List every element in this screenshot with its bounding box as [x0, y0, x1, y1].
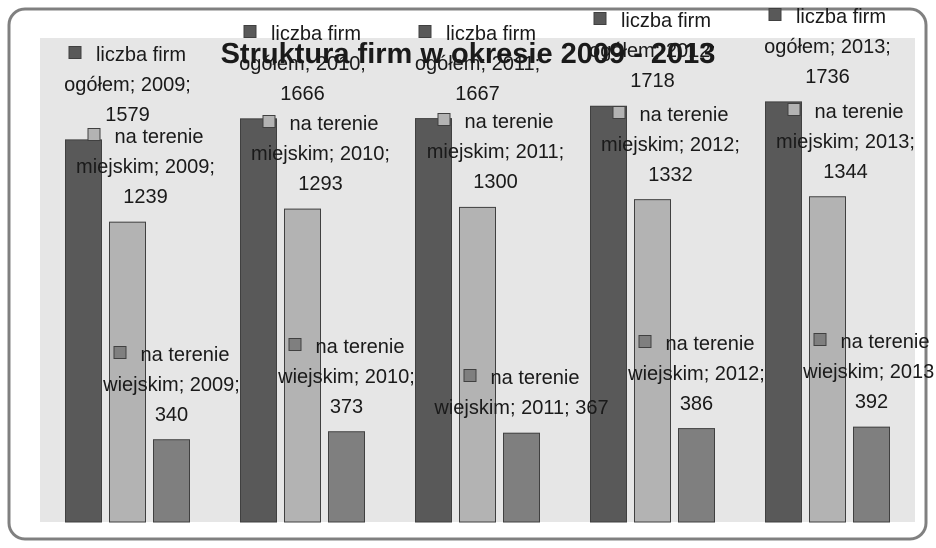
bar [634, 199, 671, 523]
label-text: liczba firm ogółem; 2013; 1736 [764, 5, 891, 88]
bar [153, 439, 190, 523]
bar [765, 101, 802, 523]
bar [590, 105, 627, 523]
data-label: na terenie miejskim; 2010; 1293 [233, 109, 408, 199]
bar [284, 208, 321, 523]
label-key [68, 45, 82, 59]
data-label: na terenie miejskim; 2009; 1239 [58, 122, 233, 212]
data-label: na terenie wiejskim; 2011; 367 [434, 363, 609, 423]
bar [853, 426, 890, 523]
data-label: na terenie wiejskim; 2013; 392 [784, 327, 936, 417]
label-key [787, 102, 801, 116]
data-label: liczba firm ogółem; 2011; 1667 [390, 19, 565, 109]
label-key [612, 105, 626, 119]
bar [503, 432, 540, 523]
bar [809, 196, 846, 523]
label-key [87, 128, 101, 142]
label-text: na terenie miejskim; 2009; 1239 [76, 126, 215, 209]
label-key [262, 115, 276, 129]
bar [678, 428, 715, 523]
bar [459, 206, 496, 523]
label-key [593, 12, 607, 26]
data-label: na terenie wiejskim; 2010; 373 [259, 332, 434, 422]
label-text: na terenie miejskim; 2011; 1300 [426, 111, 565, 194]
label-text: na terenie wiejskim; 2012; 386 [628, 332, 765, 415]
label-text: na terenie wiejskim; 2011; 367 [434, 367, 609, 420]
data-label: na terenie miejskim; 2013; 1344 [758, 97, 933, 187]
label-text: na terenie miejskim; 2010; 1293 [251, 113, 390, 196]
data-label: na terenie wiejskim; 2012; 386 [609, 329, 784, 419]
data-label: liczba firm ogółem; 2013; 1736 [740, 2, 915, 92]
bar [109, 221, 146, 523]
label-key [243, 24, 257, 38]
label-text: na terenie wiejskim; 2013; 392 [803, 331, 936, 414]
data-label: liczba firm ogółem; 2010; 1666 [215, 19, 390, 109]
label-text: liczba firm ogółem; 2010; 1666 [239, 22, 366, 105]
label-text: na terenie wiejskim; 2009; 340 [103, 343, 240, 426]
label-key [113, 345, 127, 359]
chart-title: Struktura firm w okresie 2009 - 2013 [220, 38, 716, 70]
label-key [813, 333, 827, 347]
label-key [768, 7, 782, 21]
data-label: liczba firm ogółem; 2009; 1579 [40, 40, 215, 130]
label-key [463, 369, 477, 383]
bar [240, 118, 277, 523]
label-text: na terenie miejskim; 2012; 1332 [601, 103, 740, 186]
label-key [437, 113, 451, 127]
data-label: na terenie miejskim; 2012; 1332 [583, 100, 758, 190]
bar [415, 118, 452, 523]
label-key [418, 24, 432, 38]
label-text: liczba firm ogółem; 2009; 1579 [64, 43, 191, 126]
label-text: liczba firm ogółem; 2012; 1718 [589, 10, 716, 93]
label-text: na terenie wiejskim; 2010; 373 [278, 335, 415, 418]
bar [328, 431, 365, 523]
data-label: na terenie wiejskim; 2009; 340 [84, 340, 259, 430]
label-key [638, 334, 652, 348]
bar [65, 139, 102, 523]
data-label: na terenie miejskim; 2011; 1300 [408, 107, 583, 197]
label-text: na terenie miejskim; 2013; 1344 [776, 100, 915, 183]
label-text: liczba firm ogółem; 2011; 1667 [414, 22, 541, 105]
data-label: liczba firm ogółem; 2012; 1718 [565, 6, 740, 96]
label-key [288, 337, 302, 351]
